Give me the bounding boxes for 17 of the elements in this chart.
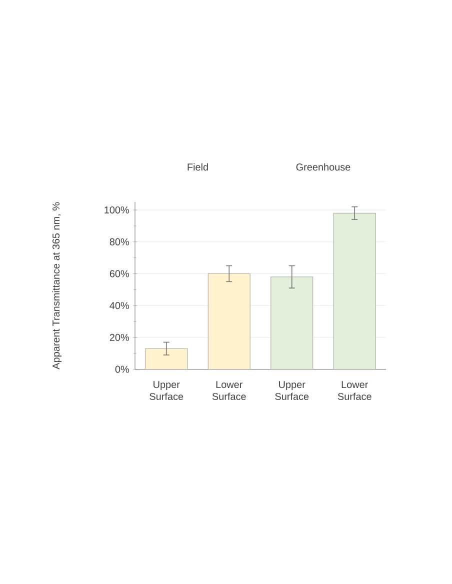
text: Greenhouse [296,163,350,171]
x-tick-label: Lower Surface [212,381,246,400]
y-tick-label: 100% [104,206,129,214]
y-axis-title: Apparent Transmittance at 365 nm, % [52,202,62,370]
bar [208,273,250,370]
bar [333,212,376,370]
y-tick-label: 40% [110,302,130,310]
bar [270,276,314,370]
y-tick-label: 0% [115,366,130,373]
x-tick-label: Upper Surface [275,381,309,400]
x-tick-label: Lower Surface [338,381,372,400]
text: Field [188,163,208,171]
y-tick-label: 20% [110,334,130,341]
y-tick-label: 80% [110,238,130,246]
bar [145,348,188,370]
y-tick-label: 60% [110,270,130,278]
x-tick-label: Upper Surface [150,381,184,400]
